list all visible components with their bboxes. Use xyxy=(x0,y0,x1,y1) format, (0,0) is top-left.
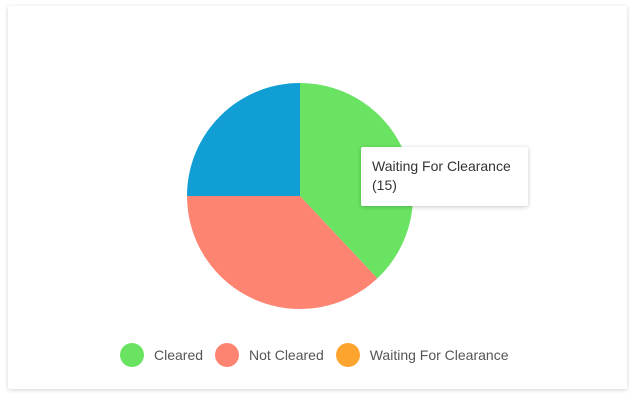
legend-label: Cleared xyxy=(154,347,204,363)
legend-item-waiting-for-clearance[interactable]: Waiting For Clearance xyxy=(335,343,509,367)
pie-slice-not-cleared[interactable] xyxy=(187,196,378,309)
chart-tooltip: Waiting For Clearance (15) xyxy=(361,147,528,206)
legend-item-cleared[interactable]: Cleared xyxy=(120,343,203,367)
pie-slice-waiting-for-clearance[interactable] xyxy=(187,83,300,196)
pie-slice-cleared[interactable] xyxy=(300,83,414,279)
legend-label: Waiting For Clearance xyxy=(369,347,509,363)
tooltip-value: (15) xyxy=(372,177,397,193)
legend-marker xyxy=(215,343,240,367)
pie-chart xyxy=(187,83,414,309)
legend-label: Not Cleared xyxy=(249,347,324,363)
legend-marker xyxy=(120,343,144,367)
legend-marker xyxy=(335,343,360,367)
legend-item-not-cleared[interactable]: Not Cleared xyxy=(215,343,324,367)
chart-card: Waiting For Clearance (15) Cleared Not C… xyxy=(8,6,627,389)
chart-legend: Cleared Not Cleared Waiting For Clearanc… xyxy=(120,342,521,368)
tooltip-label: Waiting For Clearance xyxy=(372,158,511,174)
